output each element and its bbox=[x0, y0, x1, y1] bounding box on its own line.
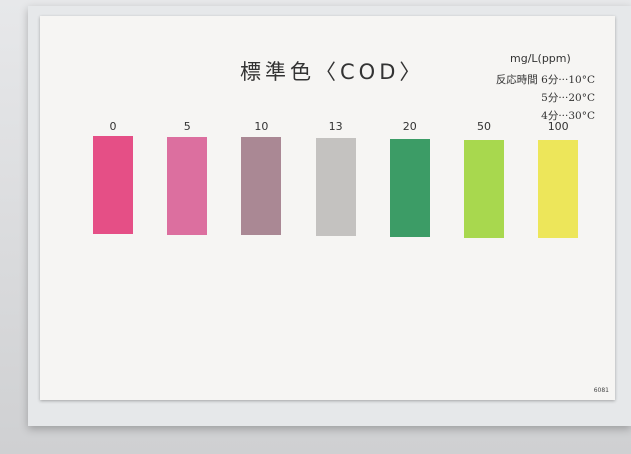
swatch-label: 0 bbox=[83, 120, 143, 133]
swatch-label: 10 bbox=[231, 120, 291, 133]
reaction-time: 5分···20°C bbox=[541, 90, 595, 105]
swatch-label: 50 bbox=[454, 120, 514, 133]
swatch-label: 20 bbox=[380, 120, 440, 133]
product-code: 6081 bbox=[594, 387, 609, 394]
card-title: 標準色〈COD〉 bbox=[240, 56, 424, 86]
reaction-time: 反応時間 6分···10°C bbox=[496, 72, 595, 87]
photo: 標準色〈COD〉 mg/L(ppm) 反応時間 6分···10°C 5分···2… bbox=[0, 0, 631, 454]
unit: mg/L(ppm) bbox=[510, 52, 571, 65]
swatch-label: 5 bbox=[157, 120, 217, 133]
color-swatch bbox=[241, 137, 281, 235]
color-swatch bbox=[93, 136, 133, 234]
color-swatch bbox=[316, 138, 356, 236]
color-swatch bbox=[464, 140, 504, 238]
color-card: 標準色〈COD〉 mg/L(ppm) 反応時間 6分···10°C 5分···2… bbox=[40, 16, 615, 400]
color-swatch bbox=[390, 139, 430, 237]
swatch-label: 13 bbox=[306, 120, 366, 133]
swatch-label: 100 bbox=[528, 120, 588, 133]
color-swatch bbox=[538, 140, 578, 238]
color-swatch bbox=[167, 137, 207, 235]
